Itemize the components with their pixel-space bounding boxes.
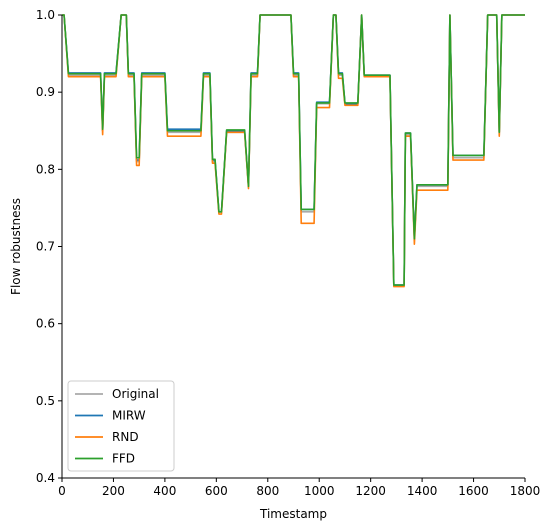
x-tick-label: 0 <box>58 484 66 498</box>
legend: Original MIRW RND FFD <box>67 380 175 472</box>
x-tick-label: 600 <box>205 484 228 498</box>
y-axis-title: Flow robustness <box>9 198 23 295</box>
y-tick-label: 0.8 <box>36 162 55 176</box>
x-tick-label: 1600 <box>458 484 489 498</box>
legend-label: Original <box>112 387 159 401</box>
x-tick-label: 1800 <box>510 484 541 498</box>
series-line-ffd <box>62 14 525 286</box>
legend-items: Original MIRW RND FFD <box>75 387 159 466</box>
legend-label: RND <box>112 430 139 444</box>
x-tick-label: 400 <box>153 484 176 498</box>
x-tick-label: 200 <box>102 484 125 498</box>
y-tick-label: 0.5 <box>36 394 55 408</box>
y-tick-label: 0.4 <box>36 471 55 485</box>
x-tick-label: 1400 <box>407 484 438 498</box>
legend-label: FFD <box>112 452 135 466</box>
x-tick-label: 800 <box>256 484 279 498</box>
series-lines <box>62 14 525 288</box>
legend-label: MIRW <box>112 409 146 423</box>
x-tick-label: 1000 <box>304 484 335 498</box>
axis-ticks: 0.4 0.5 0.6 0.7 0.8 0.9 1.0 0 200 400 600 800 1000 12… <box>36 8 540 498</box>
y-tick-label: 0.7 <box>36 240 55 254</box>
x-axis-title: Timestamp <box>259 507 327 521</box>
legend-box <box>67 380 175 472</box>
x-tick-label: 1200 <box>355 484 386 498</box>
y-tick-label: 0.9 <box>36 85 55 99</box>
y-tick-label: 0.6 <box>36 317 55 331</box>
y-tick-label: 1.0 <box>36 8 55 22</box>
